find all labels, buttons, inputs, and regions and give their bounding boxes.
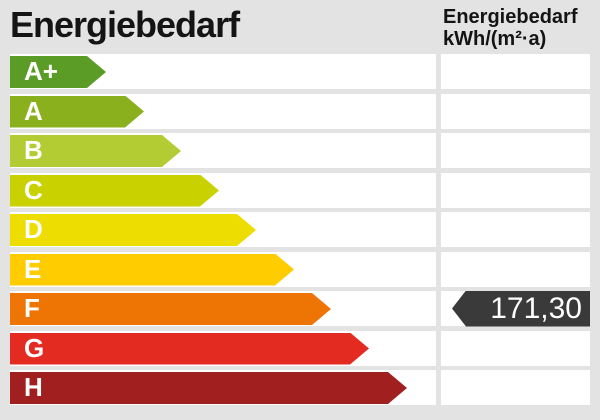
value-cell	[441, 133, 590, 168]
unit-header-line2: kWh/(m²·a)	[443, 28, 547, 50]
scale-row: G	[0, 330, 600, 366]
energy-class-label: A+	[24, 56, 58, 86]
energy-class-arrow: C	[10, 175, 219, 207]
energy-class-label: G	[24, 332, 45, 363]
scale-row: A+	[0, 54, 600, 89]
energy-class-label: C	[24, 174, 43, 205]
unit-header: Energiebedarf kWh/(m²·a)	[443, 6, 577, 50]
page-title: Energiebedarf	[10, 4, 240, 45]
energy-class-arrow: D	[10, 214, 256, 246]
unit-header-line1: Energiebedarf	[443, 6, 578, 28]
energy-class-arrow: A+	[10, 56, 106, 88]
energy-class-arrow: E	[10, 254, 294, 286]
energy-class-arrow: G	[10, 333, 369, 365]
energy-class-arrow: F	[10, 293, 331, 325]
value-cell	[441, 212, 590, 247]
energy-class-label: A	[24, 95, 43, 126]
energy-class-arrow: A	[10, 96, 144, 128]
energy-class-label: B	[24, 135, 43, 165]
value-badge: 171,30	[452, 290, 590, 327]
value-cell	[441, 251, 590, 287]
scale-row: D	[0, 212, 600, 247]
value-cell	[441, 54, 590, 89]
scale-row: E	[0, 251, 600, 287]
energy-class-arrow: H	[10, 372, 407, 404]
value-cell	[441, 172, 590, 208]
value-cell	[441, 93, 590, 129]
value-cell	[441, 370, 590, 405]
value-cell	[441, 330, 590, 366]
scale-row: B	[0, 133, 600, 168]
energy-class-label: E	[24, 253, 42, 284]
scale-row: H	[0, 370, 600, 405]
energy-class-label: H	[24, 372, 43, 402]
energy-class-label: D	[24, 214, 43, 244]
value-badge-text: 171,30	[490, 291, 582, 325]
energy-class-label: F	[24, 293, 40, 323]
energy-class-arrow: B	[10, 135, 181, 167]
scale-row: C	[0, 172, 600, 208]
scale-row: A	[0, 93, 600, 129]
